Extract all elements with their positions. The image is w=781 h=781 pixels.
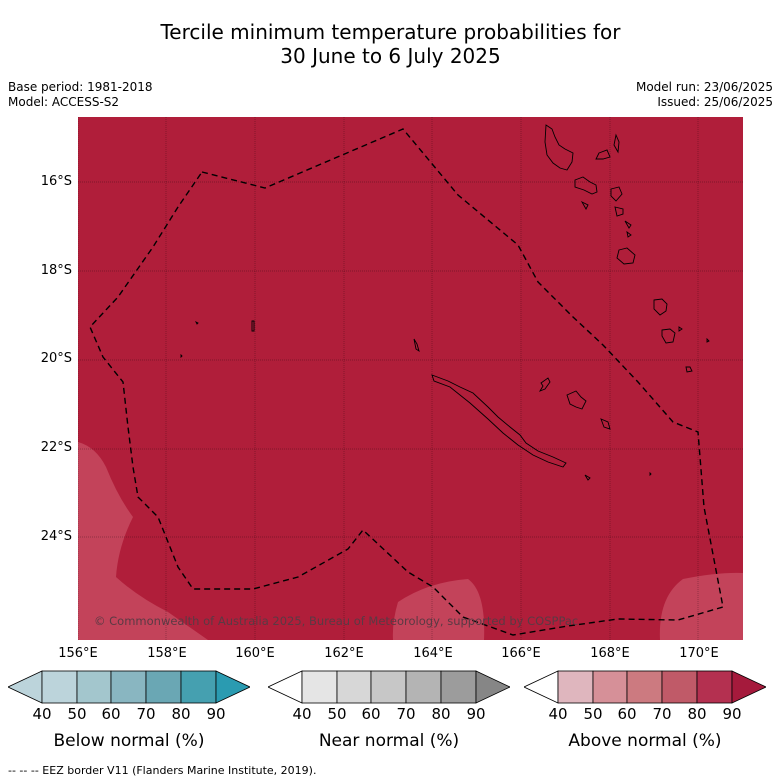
- below-tick-70: 70: [136, 705, 156, 723]
- lat-label-18s: 18°S: [40, 263, 72, 278]
- light-patch-southwest: [78, 442, 208, 640]
- above-swatch-70-80: [661, 670, 698, 704]
- lat-label-16s: 16°S: [40, 174, 72, 189]
- near-normal-colorbar: [268, 670, 510, 704]
- map-title-line2: 30 June to 6 July 2025: [280, 44, 501, 68]
- below-swatch-40-50: [41, 670, 78, 704]
- map-canvas: [78, 117, 743, 640]
- above-normal-colorbar: [524, 670, 766, 704]
- near-tick-50: 50: [327, 705, 347, 723]
- model-text: Model: ACCESS-S2: [8, 95, 120, 109]
- near-tick-60: 60: [361, 705, 381, 723]
- lat-label-22s: 22°S: [40, 440, 72, 455]
- below-swatch-80-90: [180, 670, 217, 704]
- below-tick-90: 90: [206, 705, 226, 723]
- above-swatch-60-70: [626, 670, 663, 704]
- lon-label-170e: 170°E: [679, 646, 719, 661]
- above-tick-80: 80: [687, 705, 707, 723]
- below-swatch-60-70: [110, 670, 147, 704]
- below-tick-80: 80: [171, 705, 191, 723]
- near-swatch-over: [475, 670, 510, 704]
- above-normal-label: Above normal (%): [568, 731, 722, 751]
- above-tick-50: 50: [583, 705, 603, 723]
- below-swatch-under: [8, 670, 43, 704]
- below-swatch-70-80: [145, 670, 182, 704]
- near-swatch-under: [268, 670, 303, 704]
- near-tick-40: 40: [292, 705, 312, 723]
- above-tick-90: 90: [722, 705, 742, 723]
- above-swatch-80-90: [696, 670, 733, 704]
- lon-label-160e: 160°E: [235, 646, 275, 661]
- eez-legend-note: -- -- -- EEZ border V11 (Flanders Marine…: [8, 764, 317, 777]
- meta-right: Model run: 23/06/2025 Issued: 25/06/2025: [636, 80, 773, 110]
- meta-left: Base period: 1981-2018 Model: ACCESS-S2: [8, 80, 153, 110]
- below-swatch-50-60: [76, 670, 112, 704]
- near-tick-80: 80: [431, 705, 451, 723]
- lat-label-24s: 24°S: [40, 529, 72, 544]
- near-swatch-80-90: [440, 670, 477, 704]
- below-tick-60: 60: [101, 705, 121, 723]
- near-swatch-60-70: [370, 670, 407, 704]
- above-tick-70: 70: [652, 705, 672, 723]
- eez-border: [89, 128, 724, 636]
- near-normal-label: Near normal (%): [318, 731, 460, 751]
- above-swatch-over: [731, 670, 766, 704]
- near-swatch-40-50: [301, 670, 338, 704]
- lon-label-168e: 168°E: [590, 646, 630, 661]
- above-tick-40: 40: [548, 705, 568, 723]
- above-swatch-40-50: [557, 670, 594, 704]
- near-swatch-50-60: [336, 670, 372, 704]
- new-caledonia-coast: [431, 374, 567, 468]
- near-tick-70: 70: [396, 705, 416, 723]
- graticule: [78, 117, 743, 640]
- below-normal-colorbar: [8, 670, 250, 704]
- light-patch-south: [392, 579, 485, 640]
- issued-text: Issued: 25/06/2025: [657, 95, 773, 109]
- near-tick-90: 90: [466, 705, 486, 723]
- coastlines: [180, 124, 710, 481]
- map-title-line1: Tercile minimum temperature probabilitie…: [160, 20, 621, 44]
- copyright-text: © Commonwealth of Australia 2025, Bureau…: [94, 614, 579, 628]
- below-tick-40: 40: [32, 705, 52, 723]
- base-period-text: Base period: 1981-2018: [8, 80, 153, 94]
- map-panel[interactable]: © Commonwealth of Australia 2025, Bureau…: [78, 117, 743, 640]
- lon-label-166e: 166°E: [501, 646, 541, 661]
- above-tick-60: 60: [617, 705, 637, 723]
- below-tick-50: 50: [67, 705, 87, 723]
- below-normal-label: Below normal (%): [53, 731, 205, 751]
- model-run-text: Model run: 23/06/2025: [635, 80, 773, 94]
- above-swatch-50-60: [592, 670, 628, 704]
- lon-label-164e: 164°E: [413, 646, 453, 661]
- lon-label-156e: 156°E: [58, 646, 98, 661]
- lon-label-162e: 162°E: [324, 646, 364, 661]
- probability-field: [78, 117, 743, 640]
- above-swatch-under: [524, 670, 559, 704]
- lat-label-20s: 20°S: [40, 351, 72, 366]
- below-swatch-over: [215, 670, 250, 704]
- light-patch-southeast: [659, 572, 743, 640]
- lon-label-158e: 158°E: [147, 646, 187, 661]
- near-swatch-70-80: [405, 670, 442, 704]
